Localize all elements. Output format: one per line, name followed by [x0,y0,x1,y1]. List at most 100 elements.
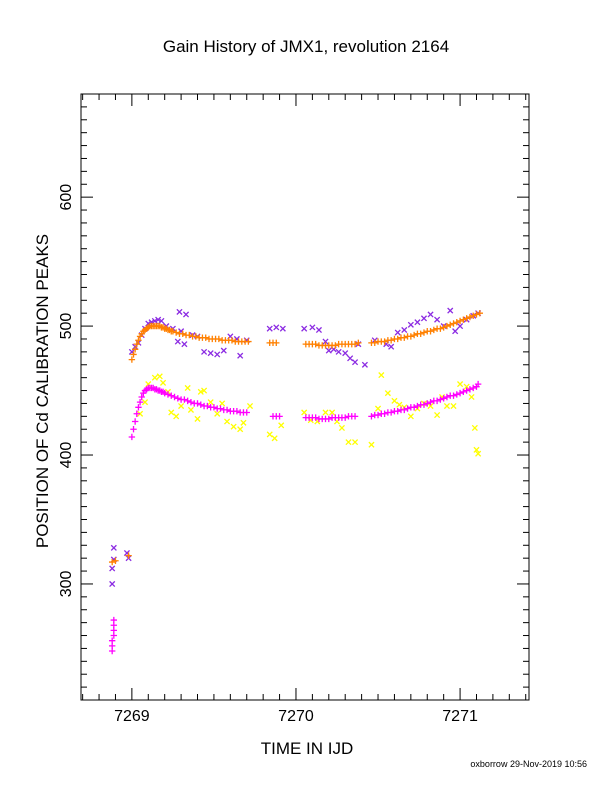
data-point [450,320,457,327]
data-point [463,387,470,394]
data-point [266,325,273,332]
data-point [151,374,158,381]
data-point [466,386,474,393]
data-point [338,424,345,432]
data-point [204,402,211,410]
data-point [355,339,362,347]
data-point [387,337,395,344]
footer-stamp: oxborrow 29-Nov-2019 10:56 [470,759,587,769]
data-point [197,388,204,395]
data-point [387,409,395,416]
data-point [391,397,398,404]
data-point [368,413,375,420]
data-point [427,311,434,318]
series-2 [137,372,482,457]
data-point [427,328,434,335]
data-point [460,388,467,396]
data-point [351,439,359,446]
data-point [201,348,208,355]
data-point [456,317,464,325]
series-1 [108,309,483,566]
data-point [187,406,195,413]
data-point [447,307,454,314]
data-point [109,565,116,572]
data-point [437,325,444,332]
data-point [361,361,368,368]
data-point [342,350,349,357]
data-point [184,384,191,392]
data-point [301,325,308,332]
data-point [128,433,136,441]
data-point [131,418,139,425]
data-point [312,414,319,421]
data-point [325,347,332,354]
data-point [460,316,467,323]
data-point [347,355,354,362]
data-point [135,337,142,344]
data-point [178,402,185,410]
data-point [420,329,428,336]
data-point [463,315,470,322]
data-point [228,337,236,344]
data-point [447,321,454,328]
data-point [273,339,280,347]
data-point [401,406,408,414]
data-point [468,393,475,401]
data-point [245,338,252,345]
data-point [394,407,401,415]
data-point [223,418,231,425]
data-point [384,390,391,397]
y-tick-label: 400 [58,442,75,469]
data-point [457,381,464,388]
data-point [322,409,329,416]
data-point [434,316,441,323]
data-point [223,406,231,414]
data-point [414,319,421,326]
data-point [417,330,424,338]
data-point [371,339,378,347]
data-point [169,328,177,335]
data-point [151,317,158,324]
data-point [173,413,180,420]
data-point [433,397,441,405]
data-point [171,393,178,401]
data-point [345,439,352,446]
data-point [202,334,209,341]
data-point [168,409,175,416]
data-point [374,411,382,419]
data-point [131,346,139,353]
data-point [410,331,418,339]
data-point [470,312,477,319]
data-point [434,411,441,419]
data-point [374,405,382,412]
data-point [351,359,359,366]
data-point [381,338,388,345]
data-point [181,396,188,403]
data-point [414,402,421,410]
data-point [240,419,247,426]
data-point [450,402,457,410]
data-point [437,396,444,403]
data-point [174,338,181,345]
data-point [266,431,273,438]
data-point [456,389,464,397]
data-point [186,331,193,339]
y-tick-label: 300 [58,571,75,598]
data-point [473,311,480,318]
data-point [138,393,145,401]
data-point [410,404,418,411]
data-point [110,544,117,551]
data-point [197,401,204,408]
data-point [112,557,119,564]
data-point [271,435,278,442]
data-point [378,372,385,379]
y-tick-label: 500 [58,313,75,340]
data-point [443,402,451,410]
data-point [164,391,172,398]
data-point [128,356,136,363]
data-point [450,392,457,399]
data-point [424,400,431,407]
data-point [351,340,359,348]
data-point [309,324,316,331]
